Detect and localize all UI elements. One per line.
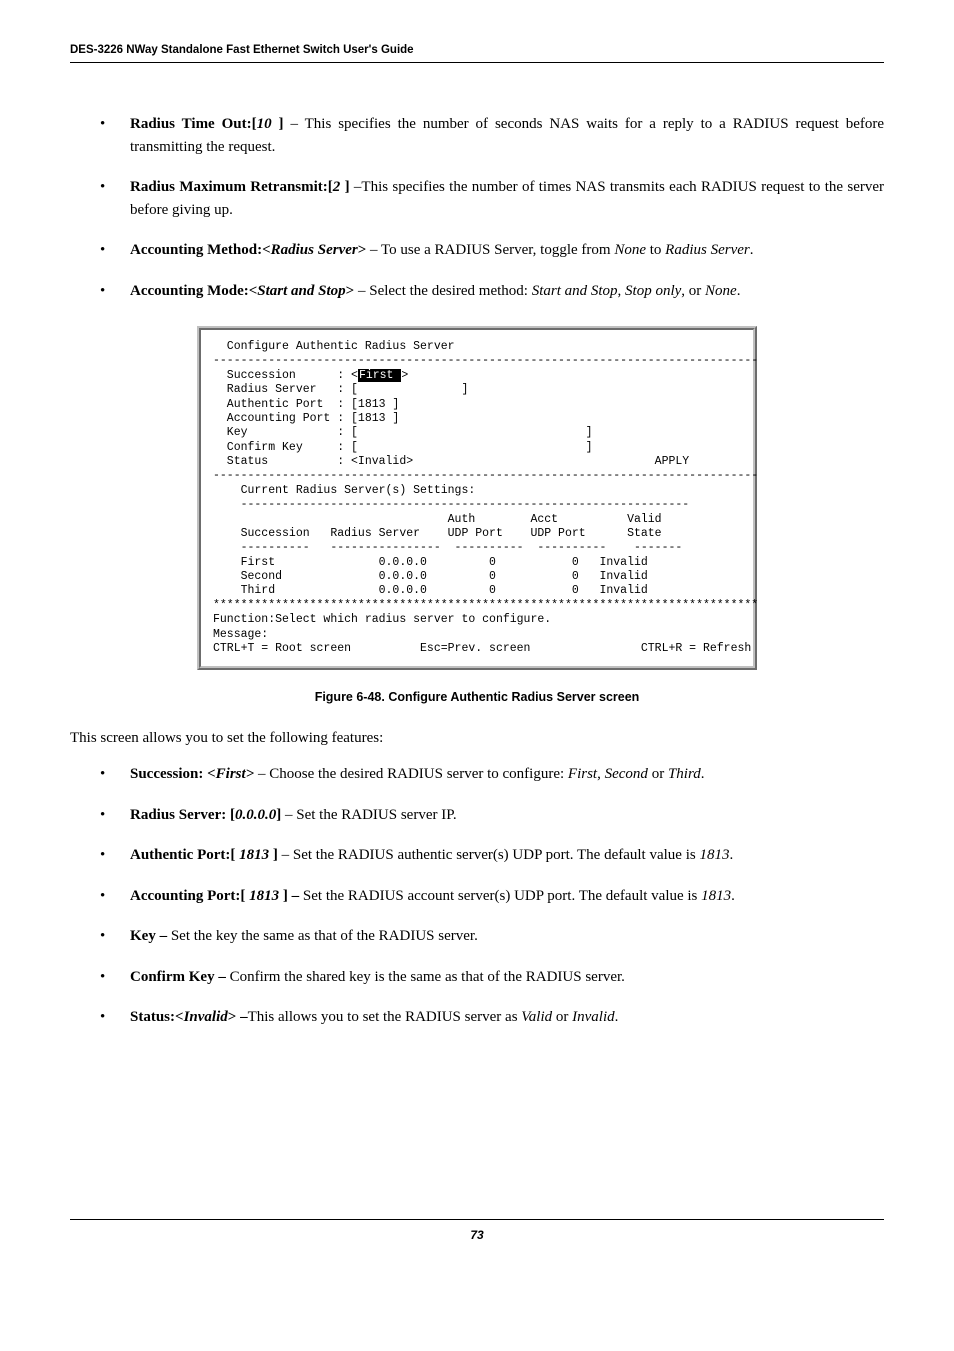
footer-rule (70, 1219, 884, 1220)
intro-text: This screen allows you to set the follow… (70, 730, 884, 747)
page-number: 73 (470, 1228, 483, 1242)
bullet-accounting-port: Accounting Port:[ 1813 ] – Set the RADIU… (100, 885, 884, 908)
page-footer: 73 (70, 1219, 884, 1244)
succession-value: First (358, 369, 401, 382)
bullet-radius-timeout: Radius Time Out:[10 ] – This specifies t… (100, 113, 884, 158)
top-bullets: Radius Time Out:[10 ] – This specifies t… (100, 113, 884, 302)
bullet-radius-max-retransmit: Radius Maximum Retransmit:[2 ] –This spe… (100, 176, 884, 221)
bullet-accounting-mode: Accounting Mode:<Start and Stop> – Selec… (100, 280, 884, 303)
header-title: DES-3226 NWay Standalone Fast Ethernet S… (70, 44, 414, 56)
bottom-bullets: Succession: <First> – Choose the desired… (100, 763, 884, 1029)
bullet-radius-server: Radius Server: [0.0.0.0] – Set the RADIU… (100, 804, 884, 827)
bullet-authentic-port: Authentic Port:[ 1813 ] – Set the RADIUS… (100, 844, 884, 867)
bullet-succession: Succession: <First> – Choose the desired… (100, 763, 884, 786)
page-header: DES-3226 NWay Standalone Fast Ethernet S… (70, 40, 884, 63)
bullet-status: Status:<Invalid> –This allows you to set… (100, 1006, 884, 1029)
bullet-accounting-method: Accounting Method:<Radius Server> – To u… (100, 239, 884, 262)
figure-caption: Figure 6-48. Configure Authentic Radius … (70, 690, 884, 704)
bullet-confirm-key: Confirm Key – Confirm the shared key is … (100, 966, 884, 989)
terminal-figure: Configure Authentic Radius Server ------… (197, 326, 757, 670)
bullet-key: Key – Set the key the same as that of th… (100, 925, 884, 948)
